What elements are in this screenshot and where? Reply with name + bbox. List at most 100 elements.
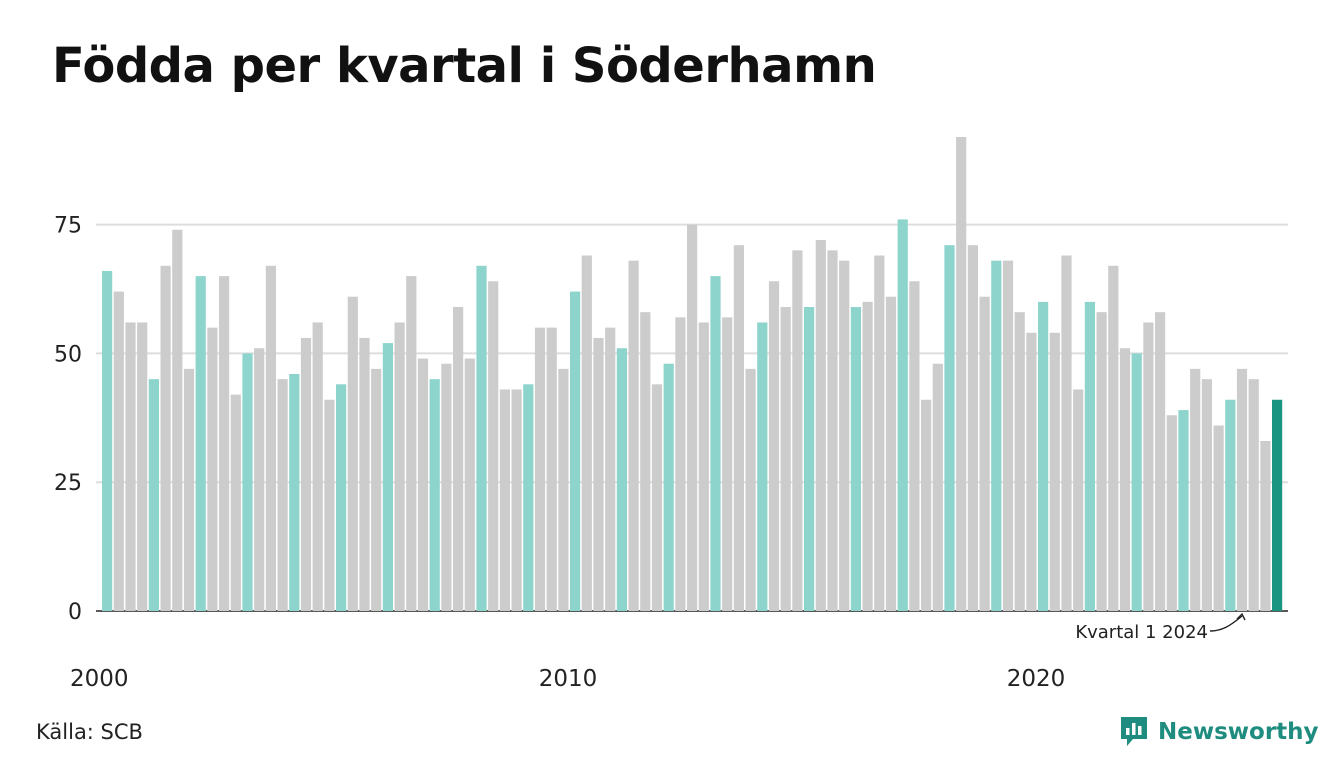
bar	[1084, 301, 1095, 611]
bar	[1213, 425, 1224, 611]
bar	[850, 307, 861, 611]
bar	[277, 379, 288, 611]
bar	[1131, 353, 1142, 611]
bar	[195, 276, 206, 611]
bar	[698, 322, 709, 611]
bar	[113, 291, 124, 611]
bar	[464, 358, 475, 611]
newsworthy-logo-icon	[1121, 717, 1147, 746]
bar	[160, 265, 171, 611]
bar	[909, 281, 920, 611]
bar	[605, 327, 616, 611]
bar	[1272, 399, 1283, 611]
bar	[183, 368, 195, 611]
source-label: Källa: SCB	[36, 720, 143, 744]
bar	[710, 276, 721, 611]
bar	[523, 384, 534, 611]
bar	[102, 270, 113, 611]
bar	[441, 363, 452, 611]
y-tick-label: 0	[68, 600, 82, 625]
y-axis-ticks: 0 25 50 75	[54, 214, 82, 625]
bar	[862, 301, 873, 611]
bar	[839, 260, 850, 611]
annotation-arrow	[1209, 615, 1243, 632]
bar	[1026, 332, 1037, 611]
bar	[207, 327, 218, 611]
bar	[300, 337, 312, 611]
bars	[102, 137, 1283, 612]
x-tick-label: 2000	[70, 666, 129, 692]
bar	[745, 368, 756, 611]
bar	[148, 379, 159, 611]
bar	[792, 250, 803, 611]
y-tick-label: 50	[54, 342, 82, 367]
bar	[1073, 389, 1084, 611]
bar	[406, 276, 417, 611]
bar	[558, 368, 569, 611]
bar	[476, 265, 487, 611]
bar	[616, 348, 627, 611]
bar	[675, 317, 686, 611]
bar	[757, 322, 768, 611]
bar	[230, 394, 241, 611]
bar	[265, 265, 276, 611]
bar	[172, 229, 183, 612]
bar	[979, 296, 990, 611]
bar	[336, 384, 347, 611]
bar	[1143, 322, 1154, 611]
bar	[219, 276, 230, 611]
bar	[1260, 440, 1271, 611]
bar	[359, 337, 370, 611]
bar	[991, 260, 1002, 611]
bar	[640, 312, 651, 611]
bar	[1201, 379, 1212, 611]
bar	[932, 363, 943, 611]
bar	[394, 322, 405, 611]
brand-name: Newsworthy	[1158, 719, 1319, 745]
bar	[242, 353, 253, 611]
bar	[371, 368, 382, 611]
bar	[534, 327, 546, 611]
bar	[780, 307, 791, 611]
bar	[733, 245, 744, 611]
y-tick-label: 75	[54, 214, 82, 239]
bar	[628, 260, 639, 611]
bar	[874, 255, 885, 611]
bar	[1248, 379, 1259, 611]
bar	[1166, 415, 1177, 611]
bar	[921, 399, 932, 611]
x-tick-label: 2010	[539, 666, 598, 692]
bar	[944, 245, 955, 611]
bar	[1061, 255, 1072, 611]
bar	[651, 384, 663, 611]
bar	[1119, 348, 1131, 611]
bar	[546, 327, 557, 611]
annotation-label: Kvartal 1 2024	[1075, 622, 1208, 643]
bar	[1225, 399, 1236, 611]
chart-title: Födda per kvartal i Söderhamn	[52, 38, 877, 94]
bar	[488, 281, 499, 611]
x-tick-label: 2020	[1007, 666, 1066, 692]
bar	[722, 317, 733, 611]
bar	[804, 307, 815, 611]
bar	[1002, 260, 1014, 611]
bar	[137, 322, 148, 611]
bar	[885, 296, 897, 611]
bar	[815, 240, 826, 612]
y-tick-label: 25	[54, 471, 82, 496]
brand-logo: Newsworthy	[1118, 714, 1319, 750]
bar	[324, 399, 335, 611]
annotation-arrowhead	[1236, 612, 1246, 621]
bar	[312, 322, 323, 611]
bar	[254, 348, 265, 611]
bar	[125, 322, 136, 611]
bar	[956, 137, 967, 611]
bar	[289, 374, 300, 611]
bar	[581, 255, 592, 611]
bar	[593, 337, 604, 611]
bar	[511, 389, 522, 611]
bar	[347, 296, 358, 611]
bar	[570, 291, 581, 611]
bar	[453, 307, 464, 611]
